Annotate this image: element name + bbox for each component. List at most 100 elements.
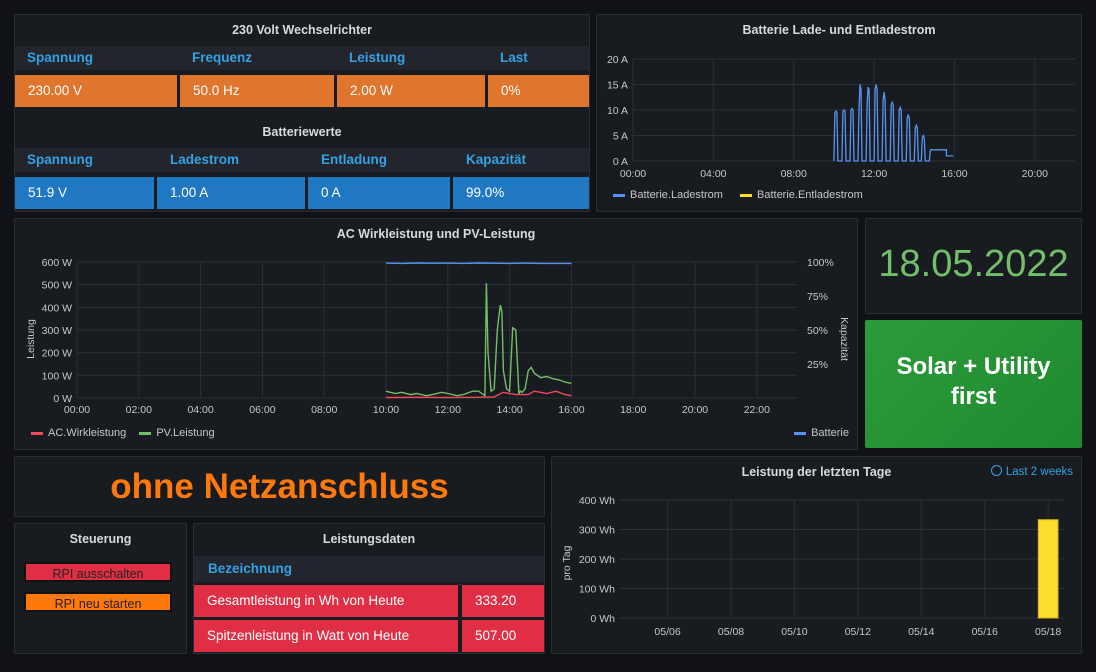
- legend-swatch-discharge: [740, 193, 752, 197]
- battery-voltage-value: 51.9 V: [15, 177, 154, 209]
- x-tick-label: 04:00: [700, 168, 726, 180]
- battery-header-voltage: Spannung: [27, 152, 93, 167]
- x-tick-label: 14:00: [496, 404, 522, 416]
- ac-pv-title: AC Wirkleistung und PV-Leistung: [336, 227, 536, 241]
- y-tick-label-left: 600 W: [42, 257, 72, 269]
- legend-label-pv[interactable]: PV.Leistung: [156, 427, 215, 439]
- y-tick-label: 20 A: [607, 54, 628, 66]
- legend-label-battery[interactable]: Batterie: [811, 427, 849, 439]
- daily-power-chart: 0 Wh 100 Wh 200 Wh 300 Wh 400 Wh 05/06 05/08 05…: [561, 495, 1064, 638]
- time-range-picker[interactable]: Last 2 weeks: [990, 465, 1073, 478]
- restart-button[interactable]: RPI neu starten: [24, 592, 172, 612]
- battery-charge-value: 1.00 A: [157, 177, 305, 209]
- y-tick-label: 200 Wh: [579, 554, 615, 566]
- x-tick-label: 18:00: [620, 404, 646, 416]
- date-value: 18.05.2022: [878, 243, 1069, 285]
- battery-values-title: Batteriewerte: [262, 125, 342, 139]
- x-tick-label: 12:00: [435, 404, 461, 416]
- power-data-panel: Leistungsdaten Bezeichnung Gesamtleistun…: [193, 523, 545, 654]
- x-tick-label: 05/18: [1035, 626, 1061, 638]
- x-tick-label: 12:00: [861, 168, 887, 180]
- x-tick-label: 05/06: [654, 626, 680, 638]
- legend-swatch-battery: [794, 431, 807, 435]
- inverter-title: 230 Volt Wechselrichter: [232, 23, 372, 37]
- daily-power-panel: Leistung der letzten Tage Last 2 weeks 0…: [551, 456, 1082, 654]
- battery-current-legend: Batterie.Ladestrom Batterie.Entladestrom: [613, 189, 863, 201]
- y-tick-label-right: 75%: [807, 291, 828, 303]
- y-tick-label-right: 25%: [807, 359, 828, 371]
- x-tick-label: 05/08: [718, 626, 744, 638]
- y-tick-label: 10 A: [607, 105, 628, 117]
- battery-table-header: Spannung Ladestrom Entladung Kapazität: [15, 148, 589, 172]
- y-tick-label: 15 A: [607, 80, 628, 92]
- inverter-load-value: 0%: [488, 75, 589, 107]
- power-row-label-peak: Spitzenleistung in Watt von Heute: [194, 620, 458, 652]
- power-row-value-total: 333.20: [462, 585, 544, 617]
- y-tick-label: 5 A: [613, 131, 628, 143]
- inverter-frequency-value: 50.0 Hz: [180, 75, 334, 107]
- grid-status-value: ohne Netzanschluss: [110, 467, 449, 506]
- ac-pv-legend-right: Batterie: [794, 427, 849, 439]
- battery-header-charge: Ladestrom: [170, 152, 240, 167]
- x-tick-label: 08:00: [781, 168, 807, 180]
- battery-capacity-value: 99.0%: [453, 177, 589, 209]
- y-tick-label: 400 Wh: [579, 495, 615, 507]
- x-tick-label: 00:00: [620, 168, 646, 180]
- legend-swatch-pv: [139, 431, 152, 435]
- battery-current-chart: 0 A 5 A 10 A 15 A 20 A 00:00 04:00 08:00 12:00 16…: [607, 54, 1075, 180]
- ac-pv-ylabel-left: Leistung: [25, 319, 37, 359]
- legend-label-charge[interactable]: Batterie.Ladestrom: [630, 189, 723, 201]
- y-tick-label-left: 400 W: [42, 302, 72, 314]
- series-line-pv-leistung: [385, 283, 572, 398]
- time-range-label: Last 2 weeks: [1005, 466, 1073, 478]
- battery-current-title: Batterie Lade- und Entladestrom: [742, 23, 936, 37]
- y-tick-label-left: 200 W: [42, 348, 72, 360]
- x-tick-label: 04:00: [187, 404, 213, 416]
- y-tick-label-left: 500 W: [42, 280, 72, 292]
- power-data-header: Bezeichnung: [194, 556, 544, 582]
- x-tick-label: 16:00: [558, 404, 584, 416]
- power-data-column-header: Bezeichnung: [208, 561, 293, 576]
- y-tick-label: 0 A: [613, 156, 628, 168]
- ac-pv-ylabel-right: Kapazität: [838, 317, 850, 361]
- y-tick-label-left: 300 W: [42, 325, 72, 337]
- power-data-title: Leistungsdaten: [322, 532, 416, 546]
- battery-discharge-value: 0 A: [308, 177, 450, 209]
- control-panel: Steuerung RPI ausschalten RPI neu starte…: [14, 523, 187, 654]
- inverter-panel: 230 Volt Wechselrichter Spannung Frequen…: [14, 14, 590, 212]
- legend-swatch-ac: [31, 431, 43, 435]
- x-tick-label: 10:00: [373, 404, 399, 416]
- x-tick-label: 05/12: [845, 626, 871, 638]
- clock-icon: [990, 465, 1002, 476]
- y-tick-label-right: 50%: [807, 325, 828, 337]
- ac-pv-chart: 0 W 100 W 200 W 300 W 400 W 500 W 600 W 25% 50% 7…: [25, 257, 850, 416]
- y-tick-label-left: 100 W: [42, 370, 72, 382]
- inverter-header-voltage: Spannung: [27, 50, 93, 65]
- inverter-power-value: 2.00 W: [337, 75, 485, 107]
- y-tick-label: 300 Wh: [579, 525, 615, 537]
- mode-panel: Solar + Utility first: [865, 320, 1082, 448]
- x-tick-label: 05/10: [781, 626, 807, 638]
- series-line-ac-wirkleistung: [385, 390, 572, 399]
- x-tick-label: 05/14: [908, 626, 934, 638]
- control-title: Steuerung: [69, 532, 132, 546]
- legend-label-discharge[interactable]: Batterie.Entladestrom: [757, 189, 863, 201]
- power-row-label-total: Gesamtleistung in Wh von Heute: [194, 585, 458, 617]
- grid-status-panel: ohne Netzanschluss: [14, 456, 545, 517]
- shutdown-button[interactable]: RPI ausschalten: [24, 562, 172, 582]
- inverter-table-header: Spannung Frequenz Leistung Last: [15, 46, 589, 70]
- x-tick-label: 20:00: [682, 404, 708, 416]
- x-tick-label: 22:00: [744, 404, 770, 416]
- x-tick-label: 06:00: [249, 404, 275, 416]
- bar-day: [1037, 519, 1059, 619]
- y-tick-label-right: 100%: [807, 257, 834, 269]
- x-tick-label: 02:00: [126, 404, 152, 416]
- ac-pv-legend: AC.Wirkleistung PV.Leistung: [31, 427, 215, 439]
- x-tick-label: 08:00: [311, 404, 337, 416]
- x-tick-label: 00:00: [64, 404, 90, 416]
- legend-label-ac[interactable]: AC.Wirkleistung: [48, 427, 127, 439]
- y-tick-label: 100 Wh: [579, 584, 615, 596]
- date-panel: 18.05.2022: [865, 218, 1082, 314]
- daily-power-ylabel: pro Tag: [561, 545, 573, 580]
- ac-pv-panel: AC Wirkleistung und PV-Leistung 0 W 100 W…: [14, 218, 858, 450]
